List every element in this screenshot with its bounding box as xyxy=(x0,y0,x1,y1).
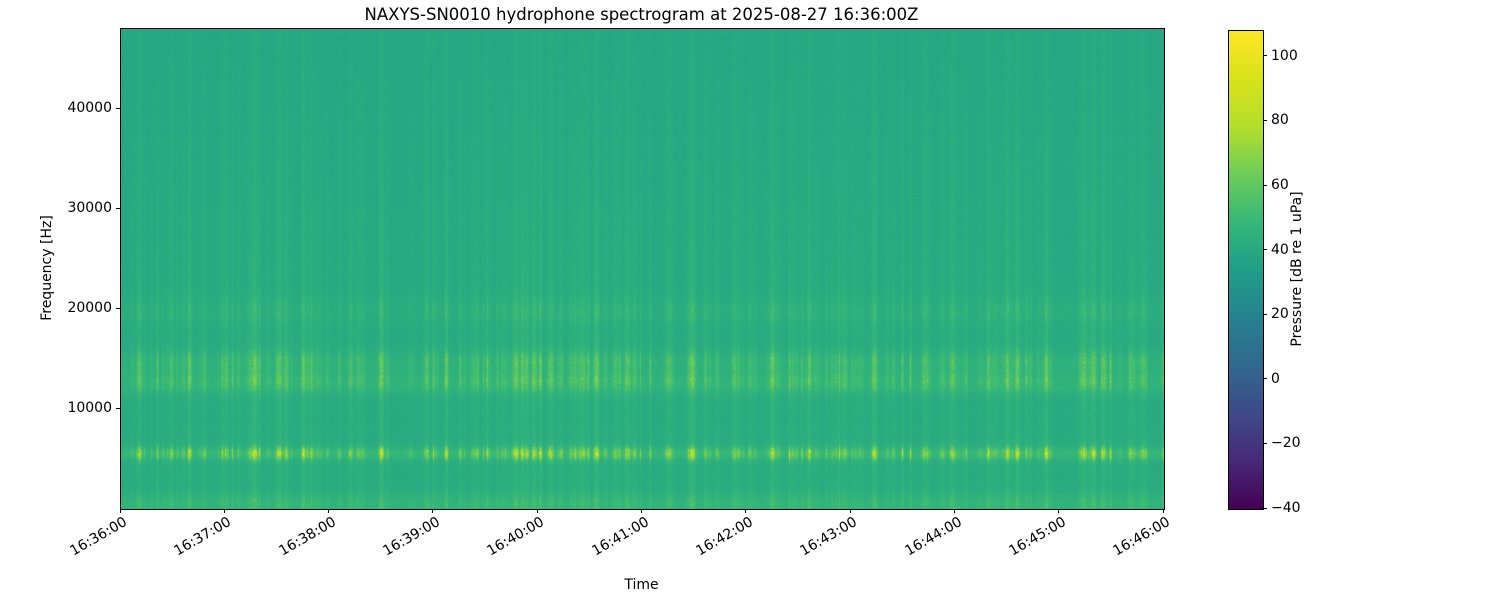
colorbar-tick-label: 0 xyxy=(1271,370,1280,387)
x-tick xyxy=(223,509,225,513)
colorbar-label: Pressure [dB re 1 uPa] xyxy=(1289,191,1305,347)
x-axis-label: Time xyxy=(624,577,659,593)
spectrogram-canvas xyxy=(121,29,1164,509)
y-tick xyxy=(116,307,120,309)
colorbar-tick-label: 60 xyxy=(1271,177,1289,194)
x-tick-label: 16:41:00 xyxy=(589,514,652,560)
x-tick xyxy=(953,509,955,513)
colorbar-tick xyxy=(1263,119,1267,121)
x-tick xyxy=(328,509,330,513)
y-tick-label: 40000 xyxy=(67,100,112,116)
y-tick xyxy=(116,207,120,209)
colorbar-tick xyxy=(1263,507,1267,509)
y-tick xyxy=(116,407,120,409)
x-tick-label: 16:40:00 xyxy=(484,514,548,560)
colorbar-tick-label: 20 xyxy=(1271,306,1289,323)
x-tick-label: 16:38:00 xyxy=(276,514,339,560)
axes-frame xyxy=(120,28,1165,510)
colorbar-frame xyxy=(1228,30,1264,510)
colorbar-tick-label: −20 xyxy=(1271,435,1301,452)
colorbar-tick xyxy=(1263,184,1267,186)
x-tick xyxy=(119,509,121,513)
x-tick xyxy=(849,509,851,513)
colorbar-canvas xyxy=(1229,31,1263,509)
x-tick xyxy=(432,509,434,513)
chart-title: NAXYS-SN0010 hydrophone spectrogram at 2… xyxy=(364,5,919,24)
x-tick-label: 16:43:00 xyxy=(797,514,861,560)
colorbar-tick-label: 80 xyxy=(1271,112,1289,129)
x-tick-label: 16:46:00 xyxy=(1110,514,1173,560)
y-tick xyxy=(116,107,120,109)
x-tick xyxy=(745,509,747,513)
x-tick-label: 16:37:00 xyxy=(171,514,235,560)
y-tick-label: 10000 xyxy=(67,400,112,416)
x-tick xyxy=(1162,509,1164,513)
y-tick-label: 30000 xyxy=(67,200,112,216)
x-tick-label: 16:36:00 xyxy=(67,514,130,560)
colorbar-tick xyxy=(1263,249,1267,251)
x-tick xyxy=(641,509,642,513)
x-tick xyxy=(536,509,538,513)
colorbar-tick-label: −40 xyxy=(1271,500,1301,516)
colorbar-tick xyxy=(1263,378,1267,380)
x-tick-label: 16:45:00 xyxy=(1006,514,1069,560)
colorbar-tick-label: 100 xyxy=(1271,47,1298,64)
colorbar-tick xyxy=(1263,442,1267,444)
colorbar-tick xyxy=(1263,313,1267,315)
x-tick-label: 16:44:00 xyxy=(901,514,965,560)
x-tick xyxy=(1058,509,1060,513)
x-tick-label: 16:39:00 xyxy=(380,514,443,560)
colorbar-tick-label: 40 xyxy=(1271,241,1289,258)
colorbar-tick xyxy=(1263,55,1267,57)
x-tick-label: 16:42:00 xyxy=(693,514,756,560)
y-tick-label: 20000 xyxy=(67,300,112,316)
